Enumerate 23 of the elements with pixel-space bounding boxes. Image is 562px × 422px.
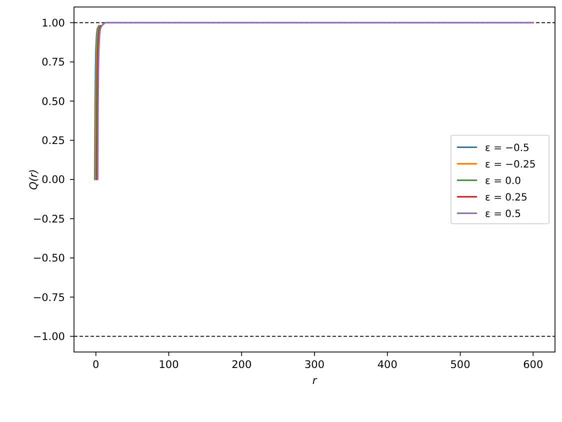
y-tick-label: −0.50 bbox=[32, 252, 65, 265]
legend-label: ε = 0.5 bbox=[485, 208, 522, 220]
legend-label: ε = 0.0 bbox=[485, 176, 522, 187]
x-tick-label: 100 bbox=[158, 359, 179, 371]
y-tick-label: −1.00 bbox=[32, 330, 65, 343]
x-tick-label: 200 bbox=[232, 359, 252, 371]
y-axis-title: Q(r) bbox=[28, 169, 40, 190]
x-axis-title: r bbox=[312, 375, 318, 387]
x-tick-label: 600 bbox=[523, 359, 544, 371]
y-tick-label: 1.00 bbox=[42, 17, 65, 30]
y-tick-label: −0.75 bbox=[32, 292, 65, 304]
legend-label: ε = −0.25 bbox=[485, 159, 536, 170]
x-tick-label: 300 bbox=[304, 359, 325, 371]
y-tick-label: 0.75 bbox=[42, 56, 65, 69]
y-tick-label: 0.00 bbox=[42, 174, 65, 186]
y-tick-label: 0.25 bbox=[42, 134, 65, 147]
y-tick-label: 0.50 bbox=[42, 96, 65, 108]
x-tick-label: 400 bbox=[377, 359, 398, 371]
legend-label: ε = 0.25 bbox=[485, 192, 528, 204]
y-tick-label: −0.25 bbox=[32, 213, 65, 226]
x-tick-label: 0 bbox=[92, 359, 100, 371]
x-tick-label: 500 bbox=[450, 359, 470, 371]
legend-label: ε = −0.5 bbox=[485, 142, 530, 154]
